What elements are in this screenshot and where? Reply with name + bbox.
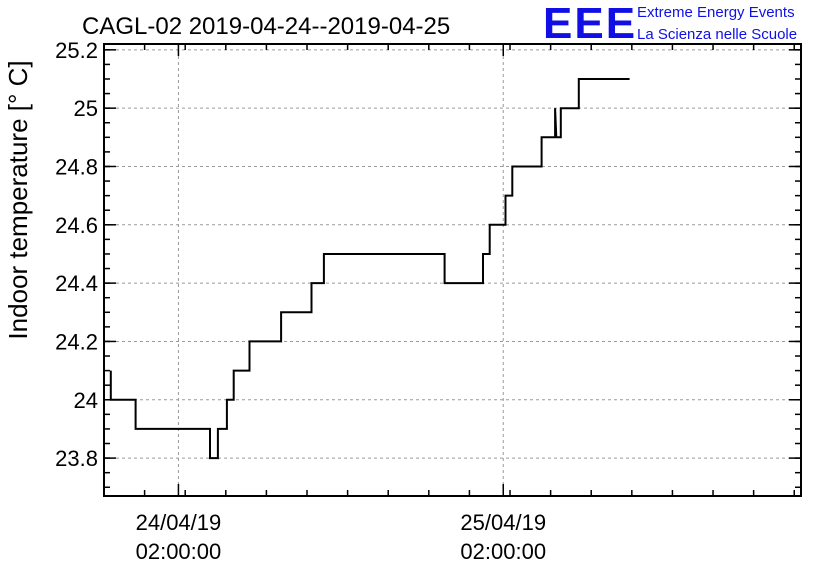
y-tick-label: 24.6 [55,213,98,238]
plot-frame [103,43,802,497]
x-tick-labels: 24/04/19 02:00:00 25/04/19 02:00:00 [136,510,546,564]
y-tick-label: 23.8 [55,446,98,471]
x-tick-label-time: 02:00:00 [136,539,222,564]
y-axis-label: Indoor temperature [° C] [3,60,33,339]
y-tick-label: 24.4 [55,271,98,296]
axis-ticks [104,44,801,496]
y-tick-label: 25 [74,96,98,121]
y-tick-label: 25.2 [55,38,98,63]
x-tick-label-date: 25/04/19 [460,510,546,535]
x-tick-label-time: 02:00:00 [460,539,546,564]
x-tick-label-date: 24/04/19 [136,510,222,535]
eee-logo: EEE Extreme Energy Events La Scienza nel… [543,0,797,48]
logo-line-1: Extreme Energy Events [637,4,795,21]
y-tick-label: 24 [74,388,98,413]
logo-line-2: La Scienza nelle Scuole [637,26,797,43]
y-tick-label: 24.2 [55,329,98,354]
y-tick-label: 24.8 [55,154,98,179]
series-line [109,78,630,460]
chart-title: CAGL-02 2019-04-24--2019-04-25 [82,13,450,40]
logo-mark: EEE [543,0,637,48]
series-layer [109,78,630,460]
y-tick-labels: 23.8 24 24.2 24.4 24.6 24.8 25 25.2 [55,38,98,471]
